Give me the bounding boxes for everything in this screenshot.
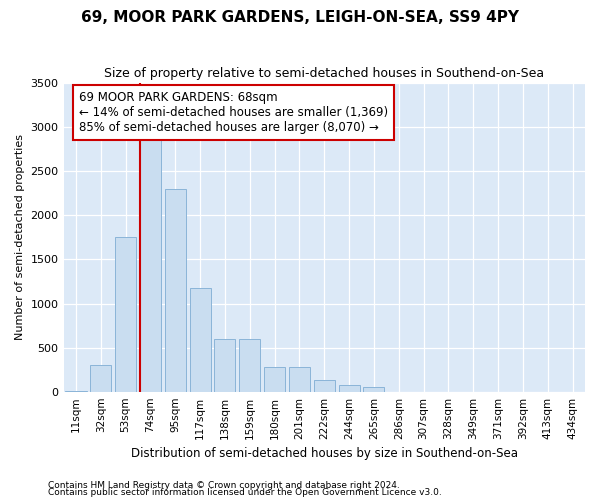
Text: 69 MOOR PARK GARDENS: 68sqm
← 14% of semi-detached houses are smaller (1,369)
85: 69 MOOR PARK GARDENS: 68sqm ← 14% of sem… (79, 91, 388, 134)
Title: Size of property relative to semi-detached houses in Southend-on-Sea: Size of property relative to semi-detach… (104, 68, 544, 80)
Bar (115, 238, 136, 392)
Bar (338, 385, 359, 392)
Bar (165, 189, 186, 392)
Y-axis label: Number of semi-detached properties: Number of semi-detached properties (15, 134, 25, 340)
Bar (190, 288, 211, 392)
Bar (214, 339, 235, 392)
Bar (140, 136, 161, 392)
Text: Contains HM Land Registry data © Crown copyright and database right 2024.: Contains HM Land Registry data © Crown c… (48, 480, 400, 490)
Bar (90, 365, 112, 392)
Bar (239, 339, 260, 392)
Bar (364, 387, 385, 392)
Bar (314, 380, 335, 392)
Bar (289, 367, 310, 392)
Text: 69, MOOR PARK GARDENS, LEIGH-ON-SEA, SS9 4PY: 69, MOOR PARK GARDENS, LEIGH-ON-SEA, SS9… (81, 10, 519, 25)
Text: Contains public sector information licensed under the Open Government Licence v3: Contains public sector information licen… (48, 488, 442, 497)
Bar (264, 367, 285, 392)
X-axis label: Distribution of semi-detached houses by size in Southend-on-Sea: Distribution of semi-detached houses by … (131, 447, 518, 460)
